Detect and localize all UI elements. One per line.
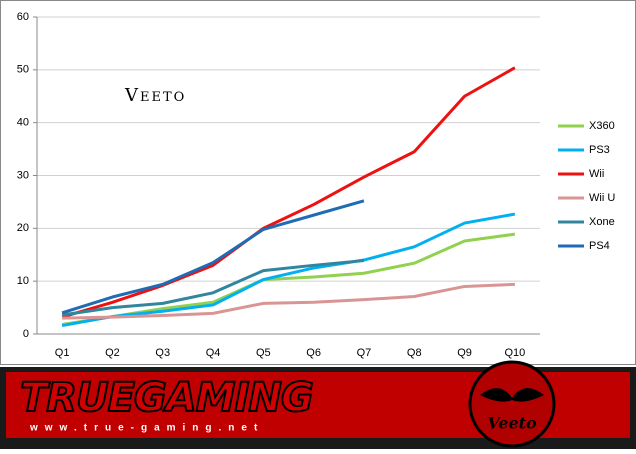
legend-label: PS4: [589, 240, 610, 252]
legend-label: X360: [589, 120, 615, 132]
x-tick-label: Q2: [105, 347, 120, 359]
banner-signature: Veeto: [487, 414, 537, 433]
y-tick-label: 60: [17, 11, 29, 23]
y-tick-label: 50: [17, 64, 29, 76]
x-tick-label: Q9: [457, 347, 472, 359]
x-tick-label: Q3: [155, 347, 170, 359]
legend-label: Wii U: [589, 192, 615, 204]
annotation: Veeto: [124, 85, 186, 106]
x-tick-label: Q8: [407, 347, 422, 359]
logo-eyes: [480, 388, 544, 402]
series-line: [61, 66, 516, 319]
x-tick-label: Q5: [256, 347, 271, 359]
y-tick-label: 0: [23, 328, 29, 340]
series-line: [61, 199, 365, 315]
x-tick-label: Q6: [306, 347, 321, 359]
y-tick-label: 30: [17, 169, 29, 181]
series-line: [62, 282, 515, 320]
series-line: [61, 212, 516, 328]
x-tick-label: Q10: [504, 347, 525, 359]
y-tick-label: 10: [17, 275, 29, 287]
legend-label: Wii: [589, 168, 604, 180]
y-tick-label: 20: [17, 222, 29, 234]
x-tick-label: Q7: [357, 347, 372, 359]
x-tick-label: Q4: [206, 347, 221, 359]
x-tick-label: Q1: [55, 347, 70, 359]
y-tick-label: 40: [17, 117, 29, 129]
series-line: [61, 259, 365, 317]
logo: [468, 360, 556, 448]
banner-url: www.true-gaming.net: [29, 423, 264, 434]
banner-title: TRUEGAMING: [20, 375, 313, 421]
legend-label: Xone: [589, 216, 615, 228]
legend-label: PS3: [589, 144, 610, 156]
